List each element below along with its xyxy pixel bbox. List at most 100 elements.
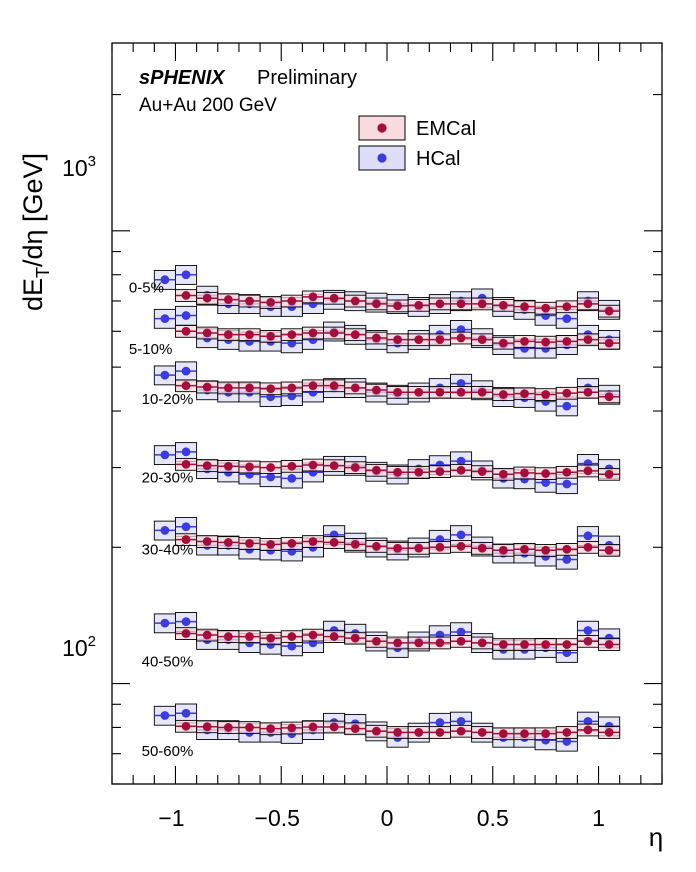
hcal-point [181,522,191,532]
emcal-point [520,729,529,739]
hcal-point [456,456,466,466]
hcal-point [456,716,466,726]
y-axis-title: dET/dη [GeV] [18,153,53,311]
emcal-point [520,468,529,478]
centrality-label: 20-30% [142,470,194,487]
emcal-point [414,300,424,310]
hcal-point [541,478,551,487]
hcal-point [287,473,297,483]
emcal-point [245,330,254,339]
emcal-point [223,330,233,339]
emcal-point [541,469,551,478]
emcal-point [223,383,233,393]
emcal-point [456,333,466,343]
emcal-point [583,387,593,397]
emcal-point [245,462,254,472]
emcal-point [562,640,572,649]
experiment-label: sPHENIX [139,67,226,89]
centrality-group-50_60 [153,703,621,752]
legend-hcal-marker [377,153,387,163]
centrality-label: 50-60% [142,743,194,760]
x-tick-label: 0.5 [477,805,509,831]
emcal-point [477,335,487,345]
hcal-point [456,530,466,540]
emcal-point [435,387,445,397]
centrality-group-40_50 [153,612,621,663]
centrality-labels: 0-5% 5-10% 10-20% 20-30% 30-40% 40-50% 50-60% [129,279,193,759]
legend-item-emcal: EMCal [358,115,476,141]
emcal-point [393,638,402,648]
emcal-point [287,538,297,548]
emcal-point [456,636,466,646]
emcal-point [414,543,424,553]
emcal-point [223,632,233,641]
emcal-point [498,300,508,310]
emcal-point [541,303,551,313]
emcal-point [181,381,191,391]
emcal-point [562,388,572,398]
emcal-point [498,390,508,399]
emcal-point [583,335,593,345]
hcal-point [583,626,593,635]
emcal-point [287,330,297,339]
emcal-point [308,630,318,640]
legend-emcal-label: EMCal [416,118,476,140]
emcal-point [393,301,402,311]
legend-emcal-marker [377,123,387,133]
emcal-point [583,725,593,735]
emcal-point [202,461,212,471]
emcal-point [223,723,233,732]
emcal-point [329,381,339,391]
emcal-point [414,467,424,477]
emcal-point [245,632,254,641]
emcal-point [329,538,339,547]
hcal-point [160,618,170,628]
emcal-point [393,335,402,345]
centrality-group-20_30 [153,442,621,495]
emcal-series [175,458,621,481]
hcal-point [562,555,572,564]
emcal-point [562,467,572,477]
emcal-series [175,627,621,651]
emcal-point [372,299,381,309]
emcal-point [287,632,297,641]
emcal-series [175,289,621,318]
y-tick-labels: 102 103 [62,153,96,661]
emcal-point [202,382,212,392]
emcal-point [604,338,614,348]
hcal-point [160,314,170,324]
emcal-point [372,541,381,551]
tick-layer [111,43,663,785]
emcal-point [393,543,402,553]
y-tick-exponent: 3 [88,153,96,170]
centrality-group-0_5 [153,265,621,329]
hcal-point [181,447,191,457]
centrality-label: 5-10% [129,341,172,358]
emcal-point [414,728,424,737]
emcal-point [477,543,487,553]
hcal-point [583,716,593,726]
emcal-point [583,542,593,552]
hcal-point [160,450,170,460]
emcal-point [435,335,445,345]
emcal-point [372,385,381,395]
data-layer [153,265,621,752]
emcal-point [245,538,254,548]
y-tick-label-100: 102 [62,633,96,661]
emcal-point [498,338,508,348]
x-tick-labels: −1 −0.5 0 0.5 1 [158,805,605,831]
emcal-point [541,729,551,739]
emcal-series [175,719,621,741]
emcal-point [477,299,487,309]
emcal-point [520,336,529,346]
emcal-point [435,728,445,737]
emcal-point [308,328,318,338]
emcal-point [287,296,297,306]
x-tick-label: 1 [592,805,605,831]
centrality-group-5_10 [153,305,621,359]
emcal-point [181,459,191,469]
emcal-point [498,469,508,479]
emcal-point [541,390,551,399]
emcal-point [372,333,381,343]
